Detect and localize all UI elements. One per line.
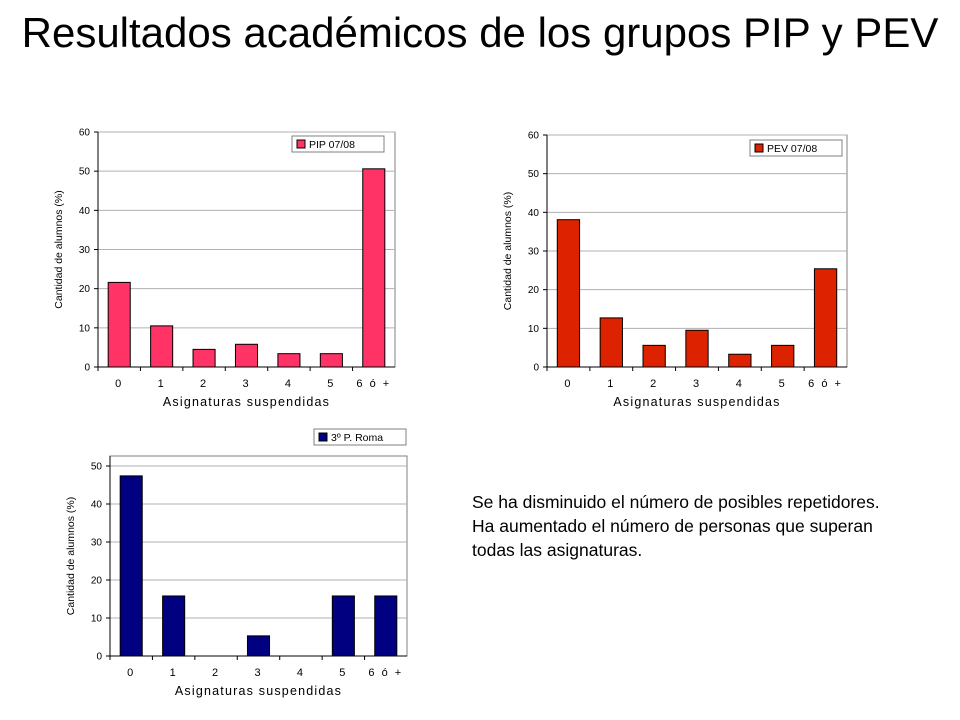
y-tick-label: 0	[96, 652, 102, 663]
y-tick-label: 50	[528, 169, 540, 180]
note-line-2: Ha aumentado el número de personas que s…	[472, 516, 873, 560]
x-tick-label: 0	[127, 667, 135, 679]
y-axis-title: Cantidad de alumnos (%)	[53, 190, 65, 308]
legend-swatch	[318, 432, 328, 442]
y-tick-label: 20	[91, 576, 103, 587]
legend-label: 3º P. Roma	[331, 432, 383, 444]
x-tick-label: 5	[779, 378, 787, 390]
plot-area	[109, 455, 408, 657]
bar	[642, 344, 666, 368]
bar	[813, 268, 838, 368]
x-tick-label: 3	[242, 378, 250, 390]
bar	[556, 219, 581, 368]
chart-roma: 0 10 20 30 40 50 0 1 2 3 4 5 6 ó + Asignaturas suspen…	[65, 428, 408, 698]
x-axis-title: Asignaturas suspendidas	[175, 684, 342, 698]
bar	[319, 353, 343, 368]
x-tick-label: 5	[339, 667, 347, 679]
x-tick-label: 4	[297, 667, 305, 679]
x-tick-label: 5	[327, 378, 335, 390]
x-tick-label: 3	[254, 667, 262, 679]
y-tick-label: 60	[79, 128, 91, 139]
chart-pev: 0 10 20 30 40 50 60 0 1 2 3 4 5 6 ó + Asignaturas susp…	[502, 131, 848, 409]
bar	[728, 353, 752, 368]
y-tick-label: 50	[91, 462, 103, 473]
legend-label: PIP 07/08	[309, 139, 355, 151]
bar	[331, 595, 355, 657]
x-tick-label: 6 ó +	[808, 378, 843, 390]
y-axis-title: Cantidad de alumnos (%)	[65, 497, 77, 615]
bar	[685, 329, 709, 368]
y-tick-label: 30	[528, 247, 540, 258]
legend-swatch	[754, 143, 764, 153]
y-tick-label: 10	[79, 323, 91, 334]
x-tick-label: 0	[564, 378, 572, 390]
legend-box	[749, 139, 843, 157]
y-tick-label: 20	[528, 285, 540, 296]
x-tick-label: 1	[607, 378, 615, 390]
y-tick-label: 0	[84, 363, 90, 374]
y-tick-label: 30	[91, 538, 103, 549]
bar	[246, 635, 271, 657]
x-tick-label: 1	[170, 667, 178, 679]
legend-swatch	[296, 139, 306, 149]
bar	[362, 168, 386, 368]
x-tick-label: 2	[650, 378, 658, 390]
y-tick-label: 10	[91, 614, 103, 625]
y-tick-label: 50	[79, 167, 91, 178]
x-tick-label: 2	[200, 378, 208, 390]
note-text: Se ha disminuido el número de posibles r…	[472, 490, 892, 562]
y-tick-label: 20	[79, 284, 91, 295]
x-tick-label: 6 ó +	[356, 378, 391, 390]
bar	[192, 348, 216, 368]
bar	[107, 281, 131, 368]
y-tick-label: 0	[533, 363, 539, 374]
x-tick-label: 6 ó +	[368, 667, 403, 679]
y-tick-label: 30	[79, 245, 91, 256]
x-tick-label: 2	[212, 667, 220, 679]
bar	[771, 344, 795, 368]
bar	[162, 595, 186, 657]
y-tick-label: 40	[91, 500, 103, 511]
x-tick-label: 4	[285, 378, 293, 390]
x-axis-title: Asignaturas suspendidas	[163, 395, 330, 409]
x-tick-label: 4	[736, 378, 744, 390]
legend-box	[313, 428, 407, 446]
y-tick-label: 10	[528, 324, 540, 335]
bar	[119, 475, 143, 657]
y-tick-label: 40	[528, 208, 540, 219]
bar	[150, 325, 174, 368]
legend-box	[291, 135, 385, 153]
y-tick-label: 40	[79, 206, 91, 217]
note-line-1: Se ha disminuido el número de posibles r…	[472, 492, 880, 512]
slide-title: Resultados académicos de los grupos PIP …	[21, 9, 939, 56]
x-axis-title: Asignaturas suspendidas	[613, 395, 780, 409]
bar	[374, 595, 398, 657]
y-axis-title: Cantidad de alumnos (%)	[502, 192, 514, 310]
x-tick-label: 1	[158, 378, 166, 390]
bar	[599, 317, 623, 368]
x-tick-label: 0	[115, 378, 123, 390]
bar	[277, 353, 301, 368]
bar	[234, 343, 259, 368]
y-tick-label: 60	[528, 131, 540, 142]
chart-pip: 0 10 20 30 40 50 60 0 1 2 3 4 5 6 ó + Asignaturas susp…	[53, 128, 396, 409]
legend-label: PEV 07/08	[767, 143, 817, 155]
x-tick-label: 3	[693, 378, 701, 390]
